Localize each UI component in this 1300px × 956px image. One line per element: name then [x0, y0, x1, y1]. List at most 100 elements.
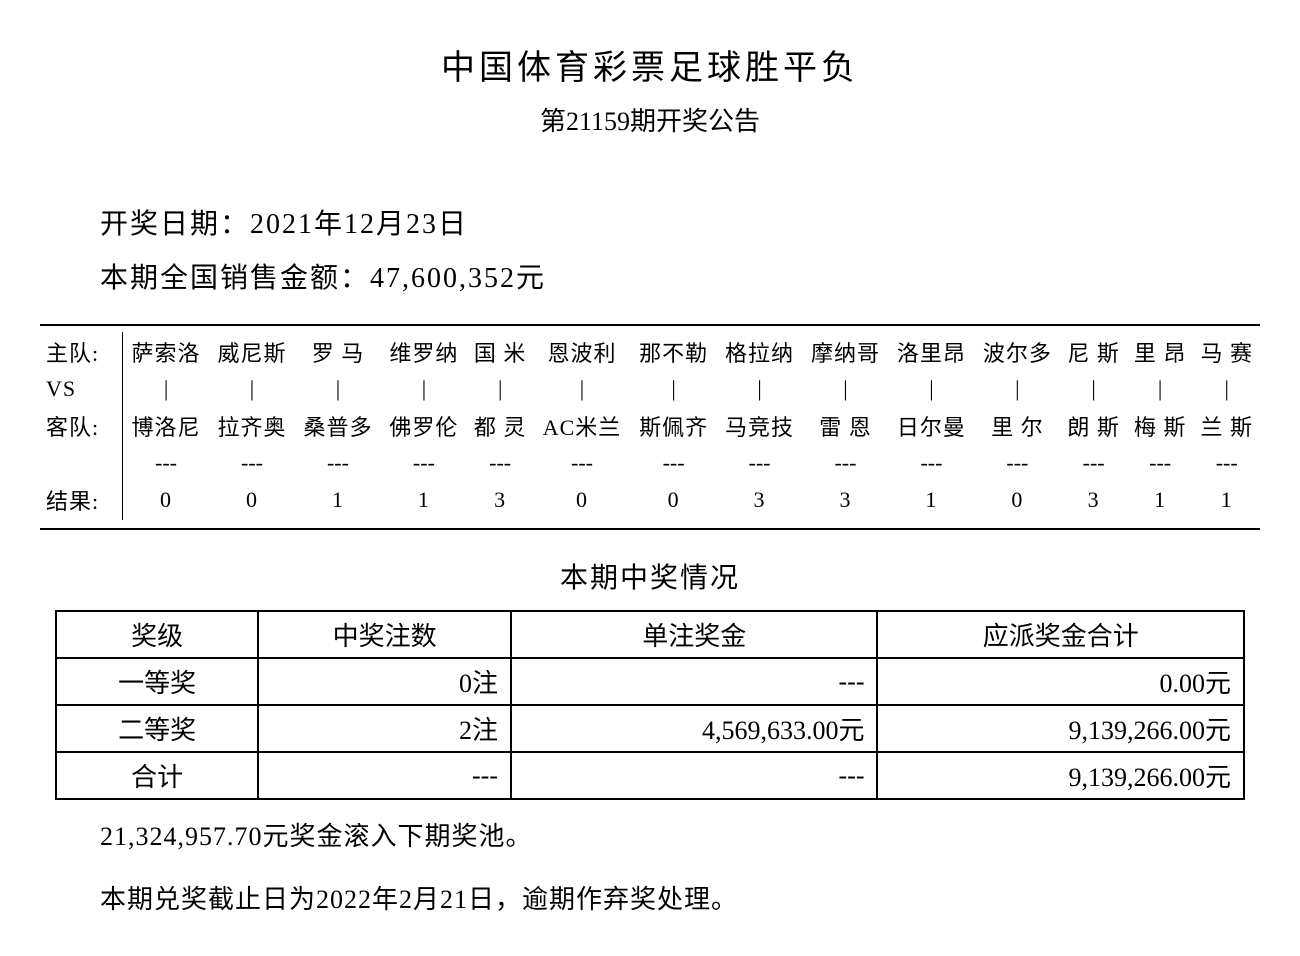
prize-row: 合计------9,139,266.00元	[56, 752, 1244, 799]
row-label-dash	[40, 446, 123, 480]
match-dash: ---	[1060, 446, 1127, 480]
match-away: 里 尔	[974, 406, 1060, 446]
match-home: 格拉纳	[717, 332, 803, 372]
match-result: 1	[381, 480, 467, 520]
prize-count: 2注	[258, 705, 511, 752]
row-label-away: 客队:	[40, 406, 123, 446]
sales-value: 47,600,352元	[370, 263, 546, 294]
matches-row-bar: VS||||||||||||||	[40, 372, 1260, 406]
sales-line: 本期全国销售金额：47,600,352元	[100, 256, 1270, 296]
prize-total: 9,139,266.00元	[877, 752, 1244, 799]
prize-unit: 4,569,633.00元	[511, 705, 878, 752]
match-result: 0	[123, 480, 210, 520]
prize-count: ---	[258, 752, 511, 799]
prize-level: 一等奖	[56, 658, 258, 705]
sales-label: 本期全国销售金额：	[100, 263, 370, 294]
match-dash: ---	[803, 446, 889, 480]
match-bar: |	[533, 372, 630, 406]
prize-header-row: 奖级 中奖注数 单注奖金 应派奖金合计	[56, 611, 1244, 658]
match-result: 1	[1127, 480, 1194, 520]
match-away: 马竞技	[717, 406, 803, 446]
match-bar: |	[209, 372, 295, 406]
prize-unit: ---	[511, 658, 878, 705]
match-dash: ---	[209, 446, 295, 480]
match-bar: |	[1060, 372, 1127, 406]
row-label-home: 主队:	[40, 332, 123, 372]
match-dash: ---	[295, 446, 381, 480]
prize-row: 一等奖0注---0.00元	[56, 658, 1244, 705]
match-dash: ---	[467, 446, 534, 480]
match-result: 1	[295, 480, 381, 520]
match-away: 博洛尼	[123, 406, 210, 446]
match-home: 罗 马	[295, 332, 381, 372]
match-dash: ---	[717, 446, 803, 480]
prize-unit: ---	[511, 752, 878, 799]
match-away: 兰 斯	[1193, 406, 1260, 446]
match-away: 斯佩齐	[631, 406, 717, 446]
col-unit: 单注奖金	[511, 611, 878, 658]
matches-row-away: 客队:博洛尼拉齐奥桑普多佛罗伦都 灵AC米兰斯佩齐马竞技雷 恩日尔曼里 尔朗 斯…	[40, 406, 1260, 446]
col-total: 应派奖金合计	[877, 611, 1244, 658]
match-away: 日尔曼	[888, 406, 974, 446]
prize-level: 合计	[56, 752, 258, 799]
match-home: 维罗纳	[381, 332, 467, 372]
matches-table: 主队:萨索洛威尼斯罗 马维罗纳国 米恩波利那不勒格拉纳摩纳哥洛里昂波尔多尼 斯里…	[40, 324, 1260, 530]
match-home: 里 昂	[1127, 332, 1194, 372]
col-level: 奖级	[56, 611, 258, 658]
deadline-line: 本期兑奖截止日为2022年2月21日，逾期作弃奖处理。	[100, 879, 1270, 916]
match-bar: |	[1127, 372, 1194, 406]
match-bar: |	[467, 372, 534, 406]
matches-row-dash: ----------------------------------------…	[40, 446, 1260, 480]
match-dash: ---	[974, 446, 1060, 480]
page-title: 中国体育彩票足球胜平负	[30, 40, 1270, 89]
row-label-bar: VS	[40, 372, 123, 406]
match-home: 洛里昂	[888, 332, 974, 372]
match-away: 雷 恩	[803, 406, 889, 446]
match-bar: |	[888, 372, 974, 406]
match-result: 3	[467, 480, 534, 520]
match-home: 尼 斯	[1060, 332, 1127, 372]
match-home: 萨索洛	[123, 332, 210, 372]
match-bar: |	[631, 372, 717, 406]
prize-level: 二等奖	[56, 705, 258, 752]
prize-total: 0.00元	[877, 658, 1244, 705]
match-home: 国 米	[467, 332, 534, 372]
matches-row-home: 主队:萨索洛威尼斯罗 马维罗纳国 米恩波利那不勒格拉纳摩纳哥洛里昂波尔多尼 斯里…	[40, 332, 1260, 372]
prize-table: 奖级 中奖注数 单注奖金 应派奖金合计 一等奖0注---0.00元二等奖2注4,…	[55, 610, 1245, 800]
match-bar: |	[381, 372, 467, 406]
prize-row: 二等奖2注4,569,633.00元9,139,266.00元	[56, 705, 1244, 752]
match-result: 1	[888, 480, 974, 520]
match-result: 3	[717, 480, 803, 520]
match-bar: |	[123, 372, 210, 406]
match-home: 波尔多	[974, 332, 1060, 372]
match-home: 恩波利	[533, 332, 630, 372]
match-dash: ---	[888, 446, 974, 480]
match-away: 桑普多	[295, 406, 381, 446]
match-bar: |	[717, 372, 803, 406]
match-dash: ---	[381, 446, 467, 480]
match-home: 那不勒	[631, 332, 717, 372]
match-dash: ---	[123, 446, 210, 480]
match-bar: |	[295, 372, 381, 406]
match-result: 1	[1193, 480, 1260, 520]
match-away: 拉齐奥	[209, 406, 295, 446]
match-result: 3	[1060, 480, 1127, 520]
prize-count: 0注	[258, 658, 511, 705]
issue-subtitle: 第21159期开奖公告	[30, 101, 1270, 138]
match-result: 0	[631, 480, 717, 520]
lottery-announcement: 中国体育彩票足球胜平负 第21159期开奖公告 开奖日期：2021年12月23日…	[0, 0, 1300, 956]
match-dash: ---	[1193, 446, 1260, 480]
match-away: 梅 斯	[1127, 406, 1194, 446]
match-result: 0	[974, 480, 1060, 520]
rollover-line: 21,324,957.70元奖金滚入下期奖池。	[100, 816, 1270, 853]
match-home: 马 赛	[1193, 332, 1260, 372]
match-away: AC米兰	[533, 406, 630, 446]
row-label-result: 结果:	[40, 480, 123, 520]
col-count: 中奖注数	[258, 611, 511, 658]
match-home: 威尼斯	[209, 332, 295, 372]
match-bar: |	[974, 372, 1060, 406]
match-result: 0	[533, 480, 630, 520]
draw-date-line: 开奖日期：2021年12月23日	[100, 202, 1270, 242]
draw-date-value: 2021年12月23日	[250, 209, 468, 240]
match-dash: ---	[533, 446, 630, 480]
